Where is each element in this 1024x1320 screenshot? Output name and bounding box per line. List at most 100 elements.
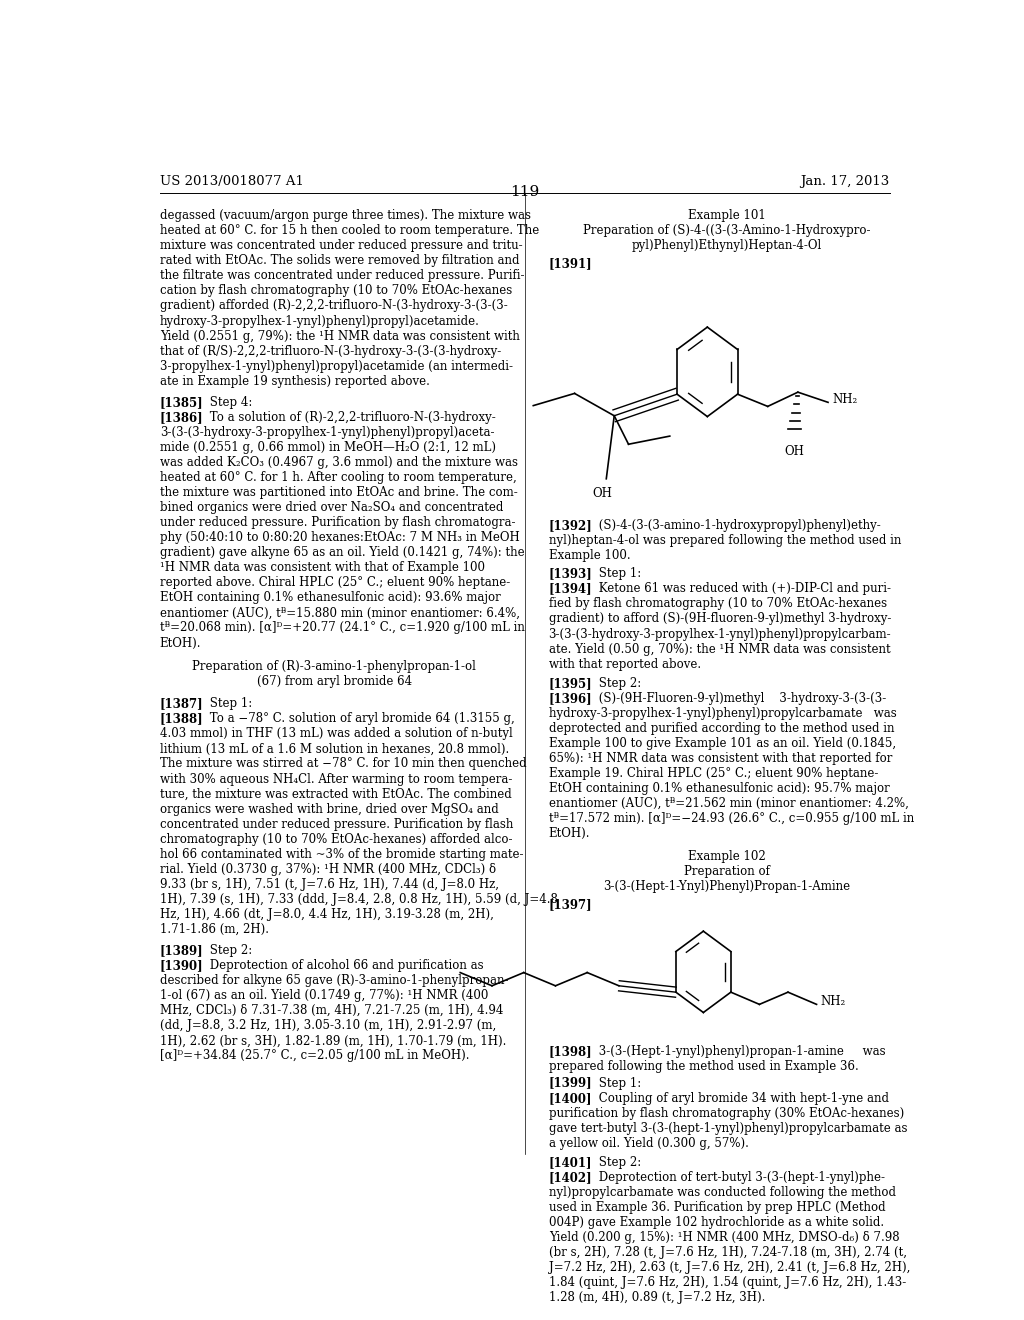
- Text: Step 1:: Step 1:: [595, 568, 641, 581]
- Text: Example 101: Example 101: [688, 210, 766, 222]
- Text: Deprotection of tert-butyl 3-(3-(hept-1-ynyl)phe-: Deprotection of tert-butyl 3-(3-(hept-1-…: [595, 1171, 885, 1184]
- Text: The mixture was stirred at −78° C. for 10 min then quenched: The mixture was stirred at −78° C. for 1…: [160, 758, 526, 771]
- Text: enantiomer (AUC), tᴯ=15.880 min (minor enantiomer: 6.4%,: enantiomer (AUC), tᴯ=15.880 min (minor e…: [160, 606, 520, 619]
- Text: [1389]: [1389]: [160, 944, 204, 957]
- Text: OH: OH: [784, 445, 805, 458]
- Text: OH: OH: [593, 487, 612, 500]
- Text: degassed (vacuum/argon purge three times). The mixture was: degassed (vacuum/argon purge three times…: [160, 210, 530, 222]
- Text: [1393]: [1393]: [549, 568, 592, 581]
- Text: Preparation of: Preparation of: [684, 866, 770, 878]
- Text: Step 1:: Step 1:: [595, 1077, 641, 1089]
- Text: (S)-(9H-Fluoren-9-yl)methyl    3-hydroxy-3-(3-(3-: (S)-(9H-Fluoren-9-yl)methyl 3-hydroxy-3-…: [595, 692, 886, 705]
- Text: Deprotection of alcohol 66 and purification as: Deprotection of alcohol 66 and purificat…: [206, 960, 483, 972]
- Text: gradient) afforded (R)-2,2,2-trifluoro-N-(3-hydroxy-3-(3-(3-: gradient) afforded (R)-2,2,2-trifluoro-N…: [160, 300, 508, 313]
- Text: 4.03 mmol) in THF (13 mL) was added a solution of n-butyl: 4.03 mmol) in THF (13 mL) was added a so…: [160, 727, 512, 741]
- Text: [α]ᴰ=+34.84 (25.7° C., c=2.05 g/100 mL in MeOH).: [α]ᴰ=+34.84 (25.7° C., c=2.05 g/100 mL i…: [160, 1049, 469, 1063]
- Text: [1394]: [1394]: [549, 582, 592, 595]
- Text: Coupling of aryl bromide 34 with hept-1-yne and: Coupling of aryl bromide 34 with hept-1-…: [595, 1092, 889, 1105]
- Text: Ketone 61 was reduced with (+)-DIP-Cl and puri-: Ketone 61 was reduced with (+)-DIP-Cl an…: [595, 582, 891, 595]
- Text: pyl)Phenyl)Ethynyl)Heptan-4-Ol: pyl)Phenyl)Ethynyl)Heptan-4-Ol: [632, 239, 822, 252]
- Text: hydroxy-3-propylhex-1-ynyl)phenyl)propylcarbamate   was: hydroxy-3-propylhex-1-ynyl)phenyl)propyl…: [549, 706, 896, 719]
- Text: with 30% aqueous NH₄Cl. After warming to room tempera-: with 30% aqueous NH₄Cl. After warming to…: [160, 772, 512, 785]
- Text: gradient) gave alkyne 65 as an oil. Yield (0.1421 g, 74%): the: gradient) gave alkyne 65 as an oil. Yiel…: [160, 546, 524, 560]
- Text: [1399]: [1399]: [549, 1077, 592, 1089]
- Text: 3-(3-(3-hydroxy-3-propylhex-1-ynyl)phenyl)propylcarbam-: 3-(3-(3-hydroxy-3-propylhex-1-ynyl)pheny…: [549, 627, 891, 640]
- Text: 004P) gave Example 102 hydrochloride as a white solid.: 004P) gave Example 102 hydrochloride as …: [549, 1216, 884, 1229]
- Text: [1396]: [1396]: [549, 692, 592, 705]
- Text: (S)-4-(3-(3-amino-1-hydroxypropyl)phenyl)ethy-: (S)-4-(3-(3-amino-1-hydroxypropyl)phenyl…: [595, 519, 881, 532]
- Text: [1386]: [1386]: [160, 411, 204, 424]
- Text: tᴯ=17.572 min). [α]ᴰ=−24.93 (26.6° C., c=0.955 g/100 mL in: tᴯ=17.572 min). [α]ᴰ=−24.93 (26.6° C., c…: [549, 812, 913, 825]
- Text: cation by flash chromatography (10 to 70% EtOAc-hexanes: cation by flash chromatography (10 to 70…: [160, 284, 512, 297]
- Text: 1H), 2.62 (br s, 3H), 1.82-1.89 (m, 1H), 1.70-1.79 (m, 1H).: 1H), 2.62 (br s, 3H), 1.82-1.89 (m, 1H),…: [160, 1035, 506, 1047]
- Text: [1392]: [1392]: [549, 519, 592, 532]
- Text: ate in Example 19 synthesis) reported above.: ate in Example 19 synthesis) reported ab…: [160, 375, 430, 388]
- Text: chromatography (10 to 70% EtOAc-hexanes) afforded alco-: chromatography (10 to 70% EtOAc-hexanes)…: [160, 833, 512, 846]
- Text: 3-(3-(3-hydroxy-3-propylhex-1-ynyl)phenyl)propyl)aceta-: 3-(3-(3-hydroxy-3-propylhex-1-ynyl)pheny…: [160, 426, 495, 440]
- Text: deprotected and purified according to the method used in: deprotected and purified according to th…: [549, 722, 894, 735]
- Text: Hz, 1H), 4.66 (dt, J=8.0, 4.4 Hz, 1H), 3.19-3.28 (m, 2H),: Hz, 1H), 4.66 (dt, J=8.0, 4.4 Hz, 1H), 3…: [160, 908, 494, 921]
- Text: was added K₂CO₃ (0.4967 g, 3.6 mmol) and the mixture was: was added K₂CO₃ (0.4967 g, 3.6 mmol) and…: [160, 455, 518, 469]
- Text: MHz, CDCl₃) δ 7.31-7.38 (m, 4H), 7.21-7.25 (m, 1H), 4.94: MHz, CDCl₃) δ 7.31-7.38 (m, 4H), 7.21-7.…: [160, 1005, 503, 1018]
- Text: reported above. Chiral HPLC (25° C.; eluent 90% heptane-: reported above. Chiral HPLC (25° C.; elu…: [160, 577, 510, 589]
- Text: 119: 119: [510, 185, 540, 199]
- Text: 1.84 (quint, J=7.6 Hz, 2H), 1.54 (quint, J=7.6 Hz, 2H), 1.43-: 1.84 (quint, J=7.6 Hz, 2H), 1.54 (quint,…: [549, 1276, 906, 1290]
- Text: ¹H NMR data was consistent with that of Example 100: ¹H NMR data was consistent with that of …: [160, 561, 484, 574]
- Text: NH₂: NH₂: [820, 995, 846, 1008]
- Text: Step 2:: Step 2:: [595, 1156, 641, 1170]
- Text: 1H), 7.39 (s, 1H), 7.33 (ddd, J=8.4, 2.8, 0.8 Hz, 1H), 5.59 (d, J=4.8: 1H), 7.39 (s, 1H), 7.33 (ddd, J=8.4, 2.8…: [160, 892, 558, 906]
- Text: (67) from aryl bromide 64: (67) from aryl bromide 64: [257, 675, 412, 688]
- Text: purification by flash chromatography (30% EtOAc-hexanes): purification by flash chromatography (30…: [549, 1106, 904, 1119]
- Text: tᴯ=20.068 min). [α]ᴰ=+20.77 (24.1° C., c=1.920 g/100 mL in: tᴯ=20.068 min). [α]ᴰ=+20.77 (24.1° C., c…: [160, 622, 524, 635]
- Text: ture, the mixture was extracted with EtOAc. The combined: ture, the mixture was extracted with EtO…: [160, 788, 512, 800]
- Text: Yield (0.200 g, 15%): ¹H NMR (400 MHz, DMSO-d₆) δ 7.98: Yield (0.200 g, 15%): ¹H NMR (400 MHz, D…: [549, 1232, 899, 1245]
- Text: [1402]: [1402]: [549, 1171, 592, 1184]
- Text: phy (50:40:10 to 0:80:20 hexanes:EtOAc: 7 M NH₃ in MeOH: phy (50:40:10 to 0:80:20 hexanes:EtOAc: …: [160, 531, 519, 544]
- Text: [1387]: [1387]: [160, 697, 204, 710]
- Text: used in Example 36. Purification by prep HPLC (Method: used in Example 36. Purification by prep…: [549, 1201, 885, 1214]
- Text: [1395]: [1395]: [549, 677, 592, 690]
- Text: [1385]: [1385]: [160, 396, 204, 409]
- Text: US 2013/0018077 A1: US 2013/0018077 A1: [160, 174, 304, 187]
- Text: [1397]: [1397]: [549, 899, 592, 912]
- Text: 3-(3-(Hept-1-Ynyl)Phenyl)Propan-1-Amine: 3-(3-(Hept-1-Ynyl)Phenyl)Propan-1-Amine: [603, 880, 851, 894]
- Text: NH₂: NH₂: [833, 393, 857, 405]
- Text: [1401]: [1401]: [549, 1156, 592, 1170]
- Text: ate. Yield (0.50 g, 70%): the ¹H NMR data was consistent: ate. Yield (0.50 g, 70%): the ¹H NMR dat…: [549, 643, 890, 656]
- Text: hol 66 contaminated with ~3% of the bromide starting mate-: hol 66 contaminated with ~3% of the brom…: [160, 847, 523, 861]
- Text: fied by flash chromatography (10 to 70% EtOAc-hexanes: fied by flash chromatography (10 to 70% …: [549, 598, 887, 610]
- Text: [1388]: [1388]: [160, 713, 204, 725]
- Text: nyl)propylcarbamate was conducted following the method: nyl)propylcarbamate was conducted follow…: [549, 1185, 896, 1199]
- Text: [1398]: [1398]: [549, 1045, 592, 1059]
- Text: (dd, J=8.8, 3.2 Hz, 1H), 3.05-3.10 (m, 1H), 2.91-2.97 (m,: (dd, J=8.8, 3.2 Hz, 1H), 3.05-3.10 (m, 1…: [160, 1019, 496, 1032]
- Text: J=7.2 Hz, 2H), 2.63 (t, J=7.6 Hz, 2H), 2.41 (t, J=6.8 Hz, 2H),: J=7.2 Hz, 2H), 2.63 (t, J=7.6 Hz, 2H), 2…: [549, 1261, 910, 1274]
- Text: heated at 60° C. for 15 h then cooled to room temperature. The: heated at 60° C. for 15 h then cooled to…: [160, 224, 539, 238]
- Text: Example 100 to give Example 101 as an oil. Yield (0.1845,: Example 100 to give Example 101 as an oi…: [549, 737, 896, 750]
- Text: mixture was concentrated under reduced pressure and tritu-: mixture was concentrated under reduced p…: [160, 239, 522, 252]
- Text: prepared following the method used in Example 36.: prepared following the method used in Ex…: [549, 1060, 858, 1073]
- Text: Example 102: Example 102: [688, 850, 766, 863]
- Text: Yield (0.2551 g, 79%): the ¹H NMR data was consistent with: Yield (0.2551 g, 79%): the ¹H NMR data w…: [160, 330, 519, 343]
- Text: hydroxy-3-propylhex-1-ynyl)phenyl)propyl)acetamide.: hydroxy-3-propylhex-1-ynyl)phenyl)propyl…: [160, 314, 479, 327]
- Text: heated at 60° C. for 1 h. After cooling to room temperature,: heated at 60° C. for 1 h. After cooling …: [160, 471, 516, 484]
- Text: lithium (13 mL of a 1.6 M solution in hexanes, 20.8 mmol).: lithium (13 mL of a 1.6 M solution in he…: [160, 742, 509, 755]
- Text: Jan. 17, 2013: Jan. 17, 2013: [801, 174, 890, 187]
- Text: EtOH).: EtOH).: [160, 636, 202, 649]
- Text: 65%): ¹H NMR data was consistent with that reported for: 65%): ¹H NMR data was consistent with th…: [549, 752, 892, 764]
- Text: Step 1:: Step 1:: [206, 697, 252, 710]
- Text: gradient) to afford (S)-(9H-fluoren-9-yl)methyl 3-hydroxy-: gradient) to afford (S)-(9H-fluoren-9-yl…: [549, 612, 891, 626]
- Text: EtOH).: EtOH).: [549, 828, 590, 840]
- Text: the filtrate was concentrated under reduced pressure. Purifi-: the filtrate was concentrated under redu…: [160, 269, 524, 282]
- Text: 1.28 (m, 4H), 0.89 (t, J=7.2 Hz, 3H).: 1.28 (m, 4H), 0.89 (t, J=7.2 Hz, 3H).: [549, 1291, 765, 1304]
- Text: a yellow oil. Yield (0.300 g, 57%).: a yellow oil. Yield (0.300 g, 57%).: [549, 1137, 749, 1150]
- Text: nyl)heptan-4-ol was prepared following the method used in: nyl)heptan-4-ol was prepared following t…: [549, 535, 901, 548]
- Text: enantiomer (AUC), tᴯ=21.562 min (minor enantiomer: 4.2%,: enantiomer (AUC), tᴯ=21.562 min (minor e…: [549, 797, 908, 810]
- Text: concentrated under reduced pressure. Purification by flash: concentrated under reduced pressure. Pur…: [160, 817, 513, 830]
- Text: that of (R/S)-2,2,2-trifluoro-N-(3-hydroxy-3-(3-(3-hydroxy-: that of (R/S)-2,2,2-trifluoro-N-(3-hydro…: [160, 345, 501, 358]
- Text: bined organics were dried over Na₂SO₄ and concentrated: bined organics were dried over Na₂SO₄ an…: [160, 502, 503, 513]
- Text: 9.33 (br s, 1H), 7.51 (t, J=7.6 Hz, 1H), 7.44 (d, J=8.0 Hz,: 9.33 (br s, 1H), 7.51 (t, J=7.6 Hz, 1H),…: [160, 878, 499, 891]
- Text: with that reported above.: with that reported above.: [549, 657, 700, 671]
- Text: EtOH containing 0.1% ethanesulfonic acid): 95.7% major: EtOH containing 0.1% ethanesulfonic acid…: [549, 781, 890, 795]
- Text: under reduced pressure. Purification by flash chromatogra-: under reduced pressure. Purification by …: [160, 516, 515, 529]
- Text: To a −78° C. solution of aryl bromide 64 (1.3155 g,: To a −78° C. solution of aryl bromide 64…: [206, 713, 514, 725]
